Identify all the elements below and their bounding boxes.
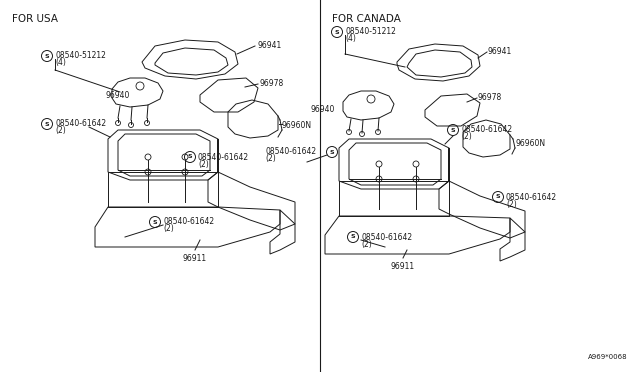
Text: (2): (2) — [506, 199, 516, 208]
Text: FOR CANADA: FOR CANADA — [332, 14, 401, 24]
Text: 96940: 96940 — [310, 105, 335, 113]
Text: 08540-61642: 08540-61642 — [198, 153, 249, 161]
Text: (2): (2) — [265, 154, 276, 164]
Text: S: S — [153, 219, 157, 224]
Text: 96941: 96941 — [488, 48, 512, 57]
Text: S: S — [188, 154, 192, 160]
Text: 96978: 96978 — [478, 93, 502, 103]
Text: 08540-61642: 08540-61642 — [506, 192, 557, 202]
Text: (4): (4) — [345, 35, 356, 44]
Text: FOR USA: FOR USA — [12, 14, 58, 24]
Text: (2): (2) — [198, 160, 209, 169]
Text: 08540-61642: 08540-61642 — [163, 218, 214, 227]
Text: 96911: 96911 — [391, 262, 415, 271]
Text: 96940: 96940 — [106, 92, 130, 100]
Text: (4): (4) — [55, 58, 66, 67]
Text: S: S — [45, 122, 49, 126]
Text: (2): (2) — [163, 224, 173, 234]
Text: 08540-51212: 08540-51212 — [55, 51, 106, 61]
Text: 08540-61642: 08540-61642 — [55, 119, 106, 128]
Text: 96941: 96941 — [257, 42, 281, 51]
Text: 96960N: 96960N — [515, 140, 545, 148]
Text: 96978: 96978 — [260, 80, 284, 89]
Text: (2): (2) — [461, 132, 472, 141]
Text: 08540-51212: 08540-51212 — [345, 28, 396, 36]
Text: A969*0068: A969*0068 — [588, 354, 628, 360]
Text: 96911: 96911 — [183, 254, 207, 263]
Text: S: S — [496, 195, 500, 199]
Text: S: S — [351, 234, 355, 240]
Text: S: S — [335, 29, 339, 35]
Text: 96960N: 96960N — [282, 122, 312, 131]
Text: (2): (2) — [361, 240, 372, 248]
Text: S: S — [330, 150, 334, 154]
Text: (2): (2) — [55, 126, 66, 135]
Text: 08540-61642: 08540-61642 — [265, 148, 316, 157]
Text: 08540-61642: 08540-61642 — [461, 125, 512, 135]
Text: S: S — [451, 128, 455, 132]
Text: S: S — [45, 54, 49, 58]
Text: 08540-61642: 08540-61642 — [361, 232, 412, 241]
